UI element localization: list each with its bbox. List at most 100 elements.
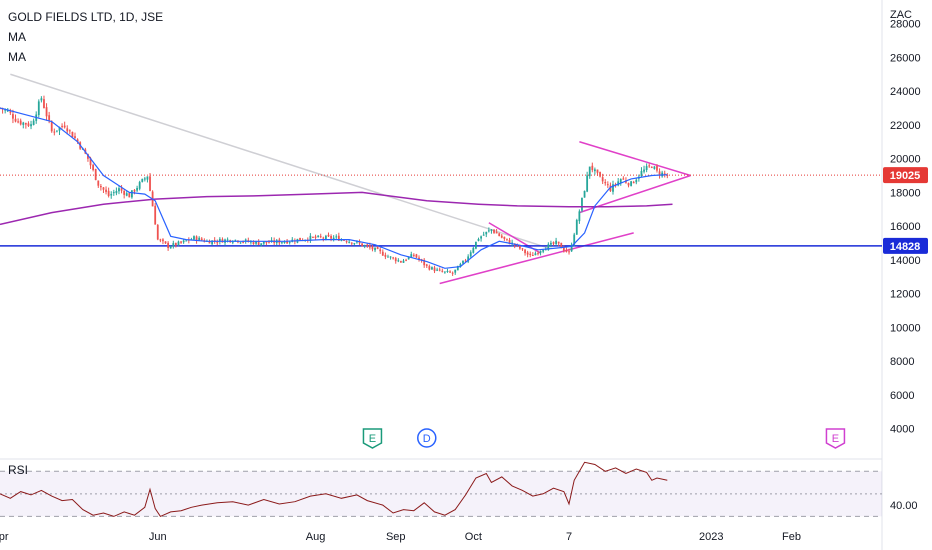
candle-body [392, 257, 395, 259]
candle-body [630, 181, 633, 186]
candle-body [164, 241, 167, 244]
trendlines[interactable] [10, 73, 691, 285]
candle-body [200, 238, 203, 241]
candle-body [596, 169, 599, 173]
y-tick-label: 12000 [890, 289, 921, 301]
candle-body [107, 190, 110, 196]
candles [0, 95, 669, 276]
candle-body [50, 121, 53, 132]
candle-body [110, 194, 113, 196]
candle-body [185, 240, 188, 242]
candle-body [19, 120, 22, 125]
candle-body [663, 173, 666, 175]
candle-body [537, 253, 539, 255]
candle-body [208, 240, 211, 244]
indicator-ma-2[interactable]: MA [8, 50, 26, 64]
candle-body [99, 186, 102, 188]
candle-body [136, 187, 138, 191]
candle-body [376, 246, 379, 249]
indicator-ma-1[interactable]: MA [8, 30, 26, 44]
candle-body [609, 185, 612, 192]
symbol-title: GOLD FIELDS LTD, 1D, JSE [8, 10, 163, 24]
candle-body [14, 118, 17, 122]
event-marker-label: E [369, 433, 376, 445]
candle-body [337, 235, 340, 241]
candle-body [428, 266, 431, 270]
candle-body [131, 190, 133, 198]
candle-body [366, 244, 369, 246]
candle-body [4, 109, 7, 111]
candle-body [32, 120, 35, 126]
candle-body [71, 131, 74, 138]
candle-body [123, 190, 126, 195]
candle-body [438, 269, 441, 271]
candle-body [249, 241, 252, 243]
candle-body [193, 236, 195, 240]
candle-body [506, 238, 508, 240]
candle-body [169, 246, 172, 249]
candle-body [648, 165, 651, 167]
candle-body [350, 242, 353, 244]
candle-body [387, 256, 389, 258]
candle-body [17, 121, 20, 123]
candle-body [562, 247, 565, 251]
candle-body [172, 243, 175, 247]
candle-body [415, 254, 418, 258]
x-tick-label: Oct [465, 531, 482, 543]
candle-body [327, 234, 330, 237]
y-tick-label: 14000 [890, 255, 921, 267]
candle-body [319, 236, 322, 238]
candle-body [345, 241, 348, 243]
candle-body [666, 174, 669, 176]
y-tick-label: 24000 [890, 86, 921, 98]
trendline-channel-lower [439, 232, 634, 285]
candle-body [143, 178, 146, 180]
candle-body [650, 166, 653, 168]
candle-body [573, 234, 576, 245]
candle-body [493, 229, 495, 233]
currency-label: ZAC [890, 9, 912, 21]
candle-body [257, 241, 260, 245]
candle-body [446, 270, 449, 272]
candle-body [356, 241, 358, 243]
candle-body [565, 249, 568, 252]
candle-body [606, 184, 609, 186]
candle-body [97, 180, 100, 186]
candle-body [397, 260, 400, 262]
candle-body [27, 123, 30, 126]
candle-body [472, 247, 475, 253]
candle-body [353, 243, 356, 245]
candle-body [462, 260, 464, 264]
candle-body [475, 241, 477, 249]
candle-body [74, 136, 76, 139]
candle-body [361, 243, 364, 247]
svg-text:19025: 19025 [890, 170, 921, 182]
earnings-marker [825, 428, 846, 449]
candle-body [547, 244, 550, 251]
candle-body [309, 235, 312, 241]
candle-body [658, 171, 661, 176]
rsi-pane-label[interactable]: RSI [8, 463, 28, 477]
candle-body [92, 164, 95, 171]
candle-body [480, 236, 482, 239]
candle-body [469, 252, 472, 257]
candle-body [218, 238, 221, 242]
candle-body [601, 177, 604, 182]
candle-body [182, 240, 185, 243]
candle-body [322, 237, 325, 239]
candle-body [431, 267, 433, 270]
trendline-long-downtrend [10, 73, 549, 249]
candle-body [198, 237, 201, 241]
candle-body [588, 166, 591, 177]
candle-body [498, 233, 501, 236]
y-tick-label: 18000 [890, 187, 921, 199]
x-tick-label: 2023 [699, 531, 723, 543]
candle-body [617, 181, 620, 186]
trendline-triangle-upper [579, 141, 691, 177]
candle-body [591, 165, 594, 171]
candle-body [490, 229, 493, 231]
dividend-marker [417, 428, 437, 448]
candle-body [112, 192, 115, 194]
